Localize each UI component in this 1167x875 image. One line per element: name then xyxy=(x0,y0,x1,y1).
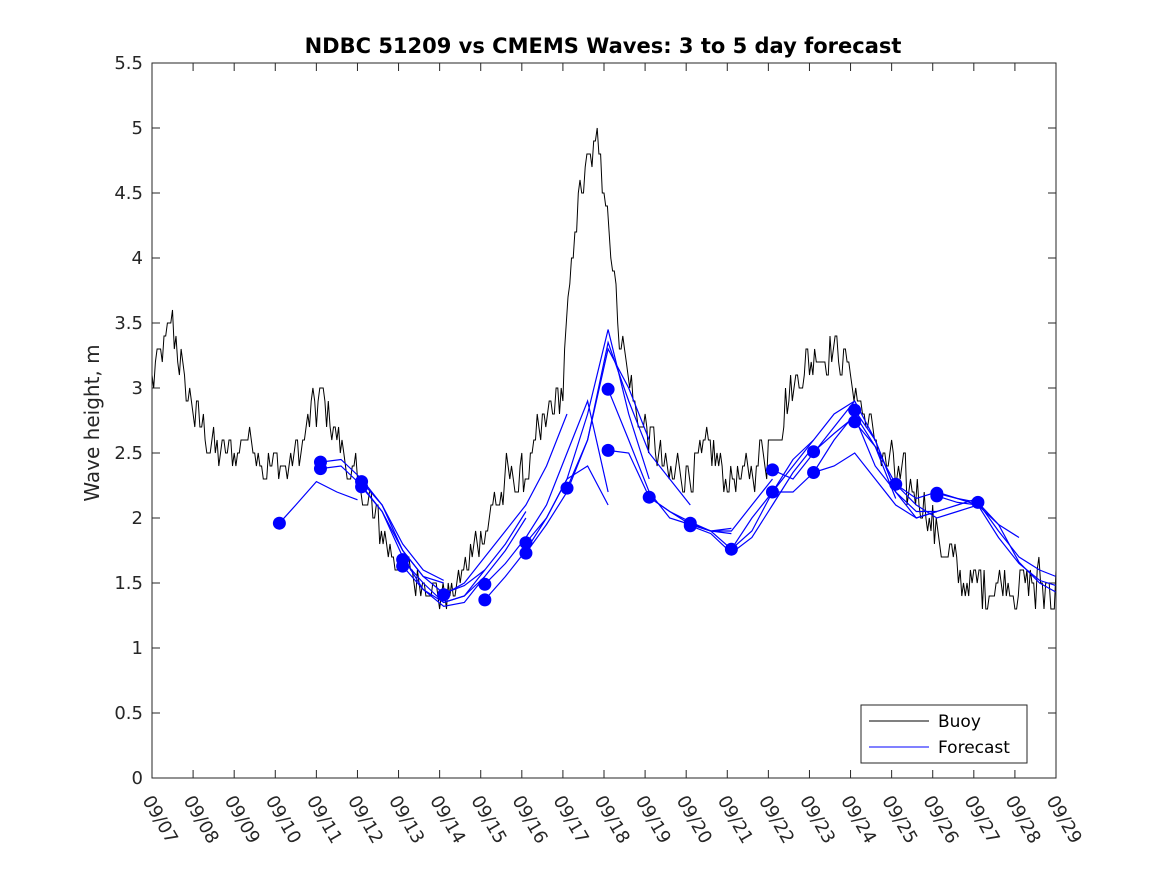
forecast-start-marker xyxy=(930,489,944,503)
forecast-start-marker xyxy=(642,490,656,504)
y-tick-label: 5 xyxy=(132,118,143,139)
forecast-line xyxy=(936,492,1057,578)
x-tick-label: 09/17 xyxy=(549,792,593,847)
x-tick-label: 09/23 xyxy=(795,792,839,847)
forecast-start-marker xyxy=(683,519,697,533)
y-tick-label: 3.5 xyxy=(114,313,143,334)
forecast-series xyxy=(278,329,1057,608)
forecast-start-marker xyxy=(313,462,327,476)
forecast-line xyxy=(730,400,856,550)
forecast-markers xyxy=(272,382,985,607)
forecast-start-marker xyxy=(478,577,492,591)
y-tick-label: 4.5 xyxy=(114,183,143,204)
x-tick-label: 09/25 xyxy=(877,792,921,847)
forecast-start-marker xyxy=(765,463,779,477)
legend-buoy-label: Buoy xyxy=(938,712,981,732)
forecast-line xyxy=(443,413,568,596)
buoy-series xyxy=(151,127,1057,610)
x-tick-label: 09/13 xyxy=(384,792,428,847)
forecast-line xyxy=(690,439,815,551)
x-tick-label: 09/09 xyxy=(220,792,264,847)
x-tick-label: 09/28 xyxy=(1001,792,1045,847)
forecast-start-marker xyxy=(971,495,985,509)
forecast-line xyxy=(402,517,527,608)
forecast-start-marker xyxy=(437,588,451,602)
x-tick-label: 09/07 xyxy=(138,792,182,847)
forecast-start-marker xyxy=(765,485,779,499)
forecast-line xyxy=(484,398,609,585)
legend: Buoy Forecast xyxy=(860,704,1028,764)
forecast-start-marker xyxy=(560,481,574,495)
forecast-line xyxy=(525,329,650,544)
y-tick-label: 0.5 xyxy=(114,703,143,724)
x-tick-label: 09/18 xyxy=(590,792,634,847)
legend-box xyxy=(860,704,1028,764)
forecast-start-marker xyxy=(807,445,821,459)
y-tick-label: 4 xyxy=(132,248,143,269)
x-tick-label: 09/21 xyxy=(713,792,757,847)
x-tick-label: 09/15 xyxy=(466,792,510,847)
chart-title: NDBC 51209 vs CMEMS Waves: 3 to 5 day fo… xyxy=(305,34,902,58)
x-tick-label: 09/27 xyxy=(959,792,1003,847)
x-tick-label: 09/12 xyxy=(343,792,387,847)
forecast-line xyxy=(566,340,691,506)
y-tick-label: 1.5 xyxy=(114,573,143,594)
forecast-line xyxy=(813,452,937,519)
y-tick-label: 2.5 xyxy=(114,443,143,464)
forecast-start-marker xyxy=(848,415,862,429)
forecast-start-marker xyxy=(601,443,615,457)
legend-forecast-label: Forecast xyxy=(938,738,1010,758)
forecast-line xyxy=(278,480,358,524)
x-tick-label: 09/14 xyxy=(425,792,469,847)
x-tick-label: 09/29 xyxy=(1042,792,1086,847)
forecast-line xyxy=(361,481,486,595)
y-tick-label: 1 xyxy=(132,638,143,659)
y-tick-label: 5.5 xyxy=(114,53,143,74)
forecast-start-marker xyxy=(519,536,533,550)
forecast-line xyxy=(402,511,527,604)
forecast-start-marker xyxy=(848,403,862,417)
x-tick-label: 09/16 xyxy=(507,792,551,847)
x-tick-label: 09/26 xyxy=(918,792,962,847)
forecast-start-marker xyxy=(724,542,738,556)
forecast-line xyxy=(854,421,979,519)
forecast-start-marker xyxy=(889,477,903,491)
x-tick-label: 09/24 xyxy=(836,792,880,847)
buoy-line xyxy=(151,127,1057,610)
x-tick-label: 09/08 xyxy=(179,792,223,847)
y-axis-label: Wave height, m xyxy=(80,344,104,501)
forecast-line xyxy=(854,409,979,513)
y-tick-label: 3 xyxy=(132,378,143,399)
y-tick-label: 2 xyxy=(132,508,143,529)
forecast-start-marker xyxy=(355,480,369,494)
plot-area xyxy=(152,63,1056,778)
forecast-line xyxy=(936,495,1057,587)
y-tick-labels: 0 0.5 1 1.5 2 2.5 3 3.5 4 4.5 5 5.5 xyxy=(114,53,143,789)
x-tick-label: 09/22 xyxy=(754,792,798,847)
forecast-start-marker xyxy=(478,593,492,607)
x-tick-label: 09/11 xyxy=(302,792,346,847)
y-tick-label: 0 xyxy=(132,768,143,789)
forecast-start-marker xyxy=(519,546,533,560)
x-tick-label: 09/19 xyxy=(631,792,675,847)
forecast-line xyxy=(690,446,815,554)
x-tick-label: 09/10 xyxy=(261,792,305,847)
plot-frame xyxy=(151,62,1057,779)
forecast-line xyxy=(977,501,1057,593)
x-tick-labels: 09/0709/0809/0909/1009/1109/1209/1309/14… xyxy=(138,792,1086,847)
forecast-start-marker xyxy=(807,466,821,479)
forecast-start-marker xyxy=(272,516,286,530)
forecast-start-marker xyxy=(396,559,410,573)
forecast-start-marker xyxy=(601,382,615,396)
x-tick-label: 09/20 xyxy=(672,792,716,847)
